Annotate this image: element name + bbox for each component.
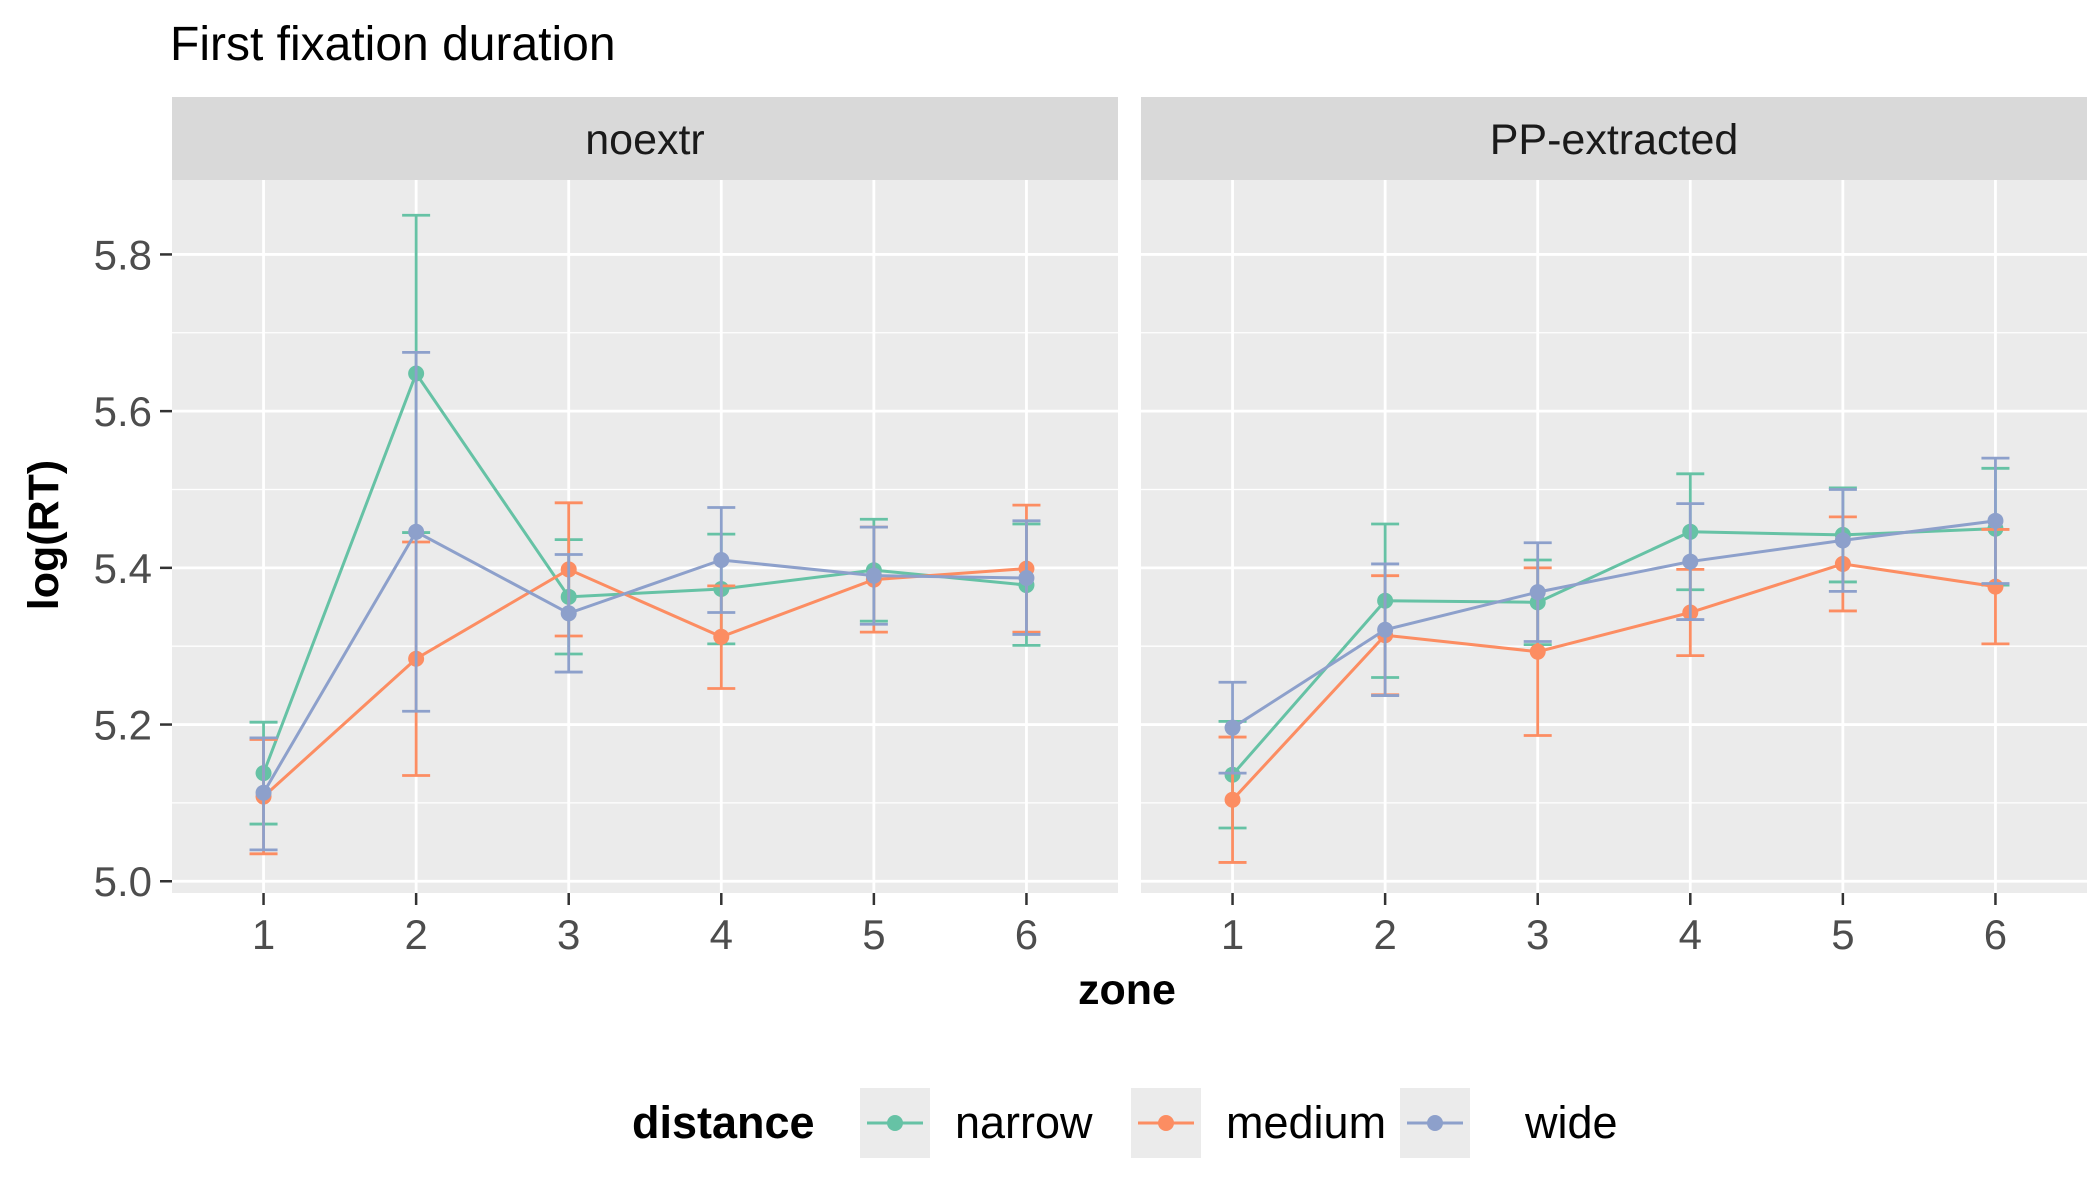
series-wide (249, 350, 1041, 852)
x-tick-label: 6 (1015, 911, 1038, 958)
panel-background (172, 180, 1118, 893)
facet-label: noextr (585, 116, 705, 164)
data-point (1682, 553, 1699, 570)
x-tick-label: 1 (252, 911, 275, 958)
x-axis: 1 2 3 4 5 6 1 2 3 4 5 6 (252, 893, 2007, 958)
data-point (713, 628, 730, 645)
legend-key-medium (1131, 1088, 1201, 1158)
y-axis-title: log(RT) (20, 460, 68, 610)
series-line (1231, 562, 1996, 801)
x-tick-label: 2 (1373, 911, 1396, 958)
facet-strip (1141, 97, 2087, 180)
y-tick-label: 5.4 (94, 545, 152, 592)
x-tick-label: 4 (710, 911, 733, 958)
data-point (1529, 643, 1546, 660)
series-line (262, 567, 1027, 798)
y-tick-label: 5.8 (94, 231, 152, 278)
data-point (1987, 512, 2004, 529)
y-tick-label: 5.0 (94, 858, 152, 905)
x-tick-label: 4 (1679, 911, 1702, 958)
data-point (408, 523, 425, 540)
y-tick-label: 5.6 (94, 388, 152, 435)
legend-key-narrow (860, 1088, 930, 1158)
data-point (1529, 584, 1546, 601)
x-tick-label: 1 (1221, 911, 1244, 958)
data-point (1224, 791, 1241, 808)
legend-title: distance (632, 1097, 815, 1148)
data-point (1018, 570, 1035, 587)
x-tick-label: 2 (404, 911, 427, 958)
data-point (1224, 719, 1241, 736)
facet-noextr: noextr (172, 97, 1118, 893)
facet-pp-extracted: PP-extracted (1141, 97, 2087, 893)
series-line (262, 370, 1027, 774)
series-line (1231, 519, 1996, 729)
y-axis: 5.0 5.2 5.4 5.6 5.8 (94, 231, 172, 905)
x-tick-label: 3 (1526, 911, 1549, 958)
x-axis-title: zone (1078, 966, 1176, 1014)
series-wide (1218, 456, 2010, 775)
legend: distance narrow medium wide (632, 1088, 1618, 1158)
y-tick-label: 5.2 (94, 702, 152, 749)
series-line (1231, 527, 1996, 776)
x-tick-label: 3 (557, 911, 580, 958)
data-point (865, 567, 882, 584)
data-point (255, 784, 272, 801)
data-point (713, 552, 730, 569)
facet-panels: noextr PP-extracted (172, 97, 2087, 893)
data-point (560, 605, 577, 622)
facet-label: PP-extracted (1490, 116, 1739, 164)
legend-label-wide: wide (1524, 1097, 1618, 1148)
series-line (262, 529, 1027, 794)
panel-background (1141, 180, 2087, 893)
x-tick-label: 6 (1984, 911, 2007, 958)
x-tick-label: 5 (1831, 911, 1854, 958)
facet-strip (172, 97, 1118, 180)
legend-label-medium: medium (1226, 1097, 1386, 1148)
chart-title: First fixation duration (170, 18, 616, 71)
data-point (1377, 621, 1394, 638)
legend-key-wide (1400, 1088, 1470, 1158)
legend-label-narrow: narrow (955, 1097, 1093, 1148)
data-point (1834, 532, 1851, 549)
x-tick-label: 5 (862, 911, 885, 958)
